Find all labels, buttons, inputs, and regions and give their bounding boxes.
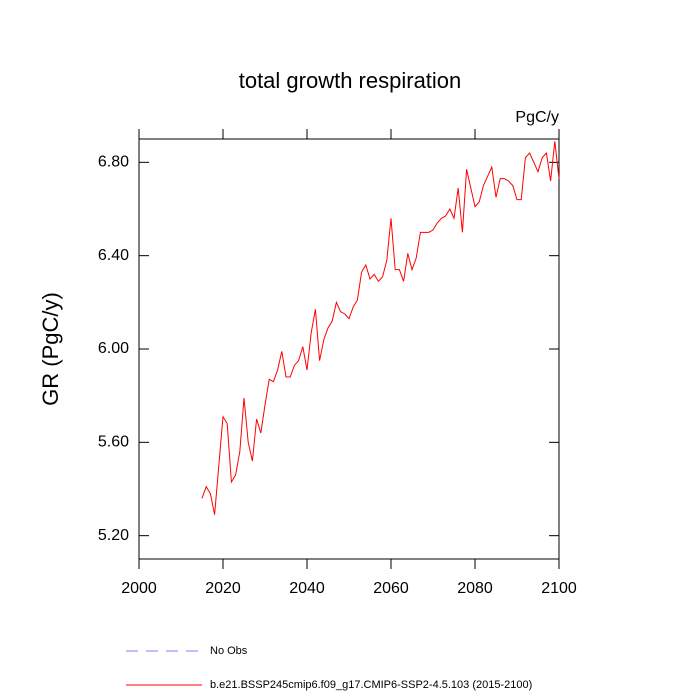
y-tick-label: 6.00: [98, 340, 129, 357]
chart-title: total growth respiration: [239, 68, 462, 93]
x-tick-label: 2060: [373, 580, 409, 597]
y-tick-label: 5.60: [98, 434, 129, 451]
x-tick-label: 2100: [541, 580, 577, 597]
plot-frame: [138, 138, 560, 560]
x-tick-label: 2080: [457, 580, 493, 597]
x-tick-label: 2000: [121, 580, 157, 597]
y-axis-label: GR (PgC/y): [38, 292, 63, 406]
data-line: [201, 141, 560, 515]
y-tick-label: 6.40: [98, 247, 129, 264]
x-tick-label: 2020: [205, 580, 241, 597]
legend-label: b.e21.BSSP245cmip6.f09_g17.CMIP6-SSP2-4.…: [210, 679, 532, 691]
legend-label: No Obs: [210, 645, 248, 657]
x-tick-label: 2040: [289, 580, 325, 597]
y-tick-label: 6.80: [98, 154, 129, 171]
y-tick-label: 5.20: [98, 527, 129, 544]
units-label: PgC/y: [515, 109, 559, 126]
